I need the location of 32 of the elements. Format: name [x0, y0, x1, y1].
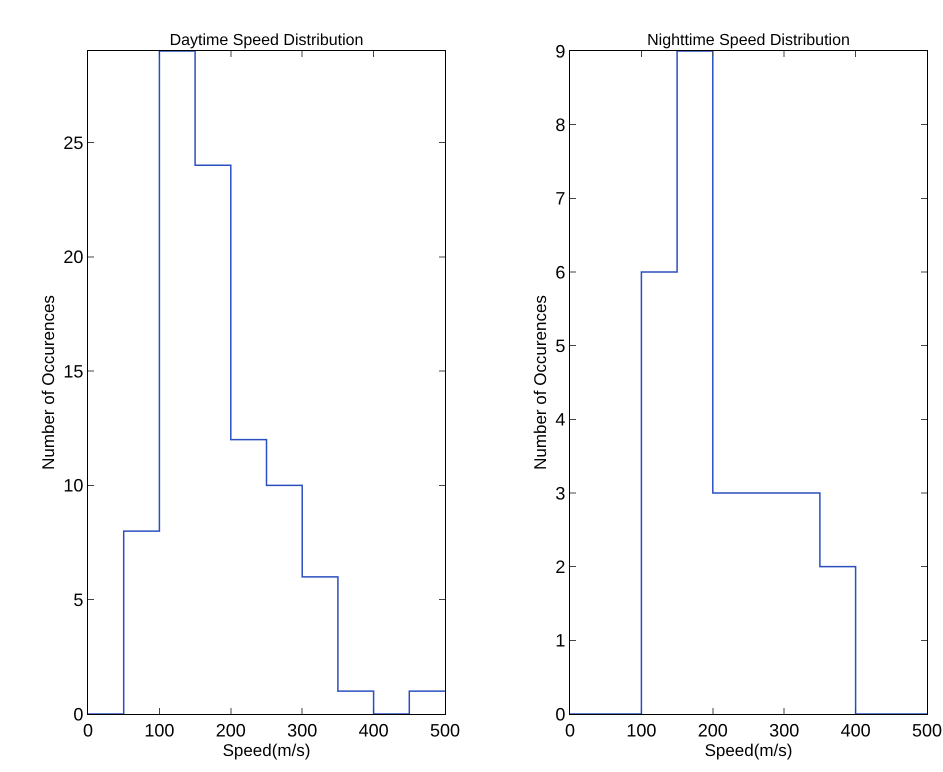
- y-tick-label: 5: [73, 590, 84, 610]
- x-tick-label: 100: [144, 720, 174, 741]
- y-tick-label: 1: [555, 630, 566, 651]
- chart-title: Daytime Speed Distribution: [170, 32, 364, 49]
- x-tick-label: 500: [912, 720, 942, 741]
- x-tick-label: 100: [626, 720, 656, 741]
- y-tick-label: 5: [555, 336, 566, 356]
- x-axis-title: Speed(m/s): [222, 741, 310, 760]
- y-tick-label: 10: [63, 476, 84, 496]
- x-axis-title: Speed(m/s): [704, 741, 792, 760]
- y-axis-title: Number of Occurences: [38, 295, 58, 470]
- x-tick-label: 200: [216, 720, 246, 741]
- y-tick-label: 8: [555, 114, 566, 135]
- x-tick-label: 500: [430, 720, 460, 741]
- x-tick-label: 400: [358, 720, 389, 741]
- y-axis-title: Number of Occurences: [530, 295, 550, 470]
- y-tick-label: 0: [73, 704, 84, 724]
- y-tick-label: 0: [555, 704, 566, 724]
- y-tick-label: 25: [63, 132, 84, 153]
- y-tick-label: 4: [555, 410, 566, 430]
- y-tick-label: 6: [555, 262, 566, 282]
- x-tick-label: 400: [840, 720, 871, 741]
- y-tick-label: 15: [63, 361, 84, 382]
- x-tick-label: 200: [698, 720, 728, 741]
- chart-title: Nighttime Speed Distribution: [647, 32, 850, 49]
- x-tick-label: 300: [287, 720, 318, 741]
- y-tick-label: 7: [555, 188, 566, 209]
- y-tick-label: 9: [555, 41, 566, 62]
- y-tick-label: 3: [555, 483, 566, 504]
- y-tick-label: 2: [555, 556, 566, 577]
- x-tick-label: 300: [769, 720, 800, 741]
- y-tick-label: 20: [63, 247, 84, 268]
